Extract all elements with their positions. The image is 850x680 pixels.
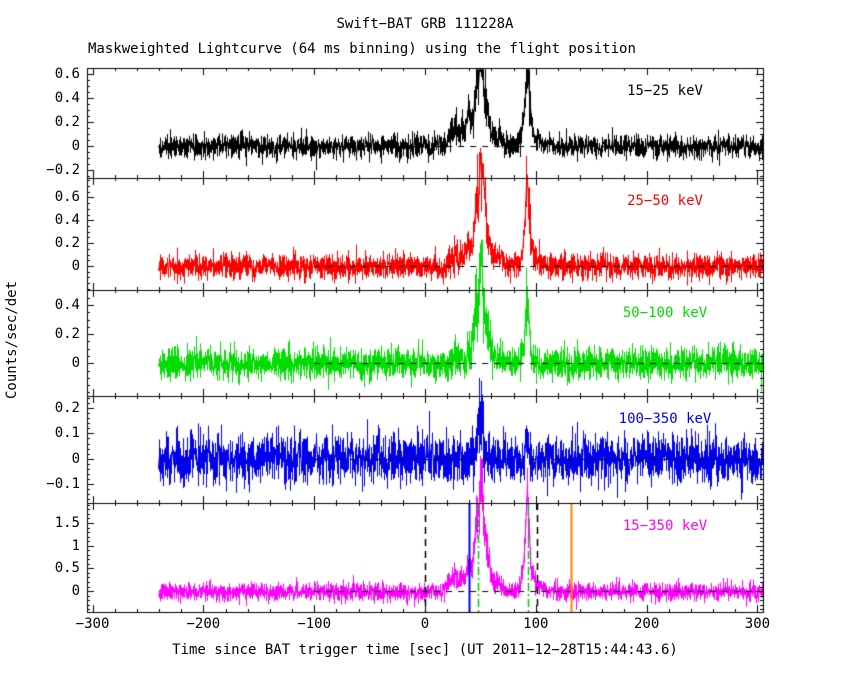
y-tick-label: 0.2 bbox=[54, 400, 80, 417]
y-tick-label: 0.6 bbox=[54, 65, 80, 82]
x-axis-title: Time since BAT trigger time [sec] (UT 20… bbox=[172, 642, 678, 658]
x-tick-label: 200 bbox=[633, 616, 660, 632]
y-tick-label: 0.4 bbox=[54, 296, 80, 313]
panel-label: 25−50 keV bbox=[627, 193, 703, 209]
y-tick-label: 0.4 bbox=[54, 89, 80, 106]
y-tick-label: 0 bbox=[71, 258, 80, 274]
x-tick-label: 300 bbox=[744, 616, 771, 632]
y-tick-label: −0.1 bbox=[46, 476, 80, 493]
x-tick-label: −300 bbox=[75, 616, 110, 632]
y-tick-label: 0.1 bbox=[54, 425, 80, 442]
panel-label: 15−25 keV bbox=[627, 83, 703, 99]
y-tick-label: 0.2 bbox=[54, 113, 80, 130]
y-tick-label: 1 bbox=[71, 537, 80, 554]
y-tick-label: 0 bbox=[71, 355, 80, 372]
chart-title: Swift−BAT GRB 111228A bbox=[336, 16, 514, 32]
y-tick-label: 0.6 bbox=[54, 189, 80, 206]
y-tick-label: −0.2 bbox=[46, 161, 80, 178]
y-tick-label: 0 bbox=[71, 450, 80, 467]
x-tick-label: −100 bbox=[297, 616, 332, 632]
y-tick-label: 0.2 bbox=[54, 235, 80, 252]
panel-label: 15−350 keV bbox=[622, 518, 708, 534]
y-tick-label: 1.5 bbox=[54, 514, 80, 531]
y-tick-label: 0 bbox=[71, 137, 80, 154]
x-tick-label: 100 bbox=[523, 616, 549, 632]
x-tick-label: −200 bbox=[186, 616, 221, 632]
y-axis-title: Counts/sec/det bbox=[4, 280, 20, 400]
y-tick-label: 0 bbox=[71, 583, 80, 600]
panel-label: 50−100 keV bbox=[622, 305, 708, 321]
x-tick-label: 0 bbox=[420, 616, 430, 632]
y-tick-label: 0.4 bbox=[54, 212, 80, 229]
chart-subtitle: Maskweighted Lightcurve (64 ms binning) … bbox=[88, 41, 636, 57]
y-tick-label: 0.5 bbox=[54, 560, 80, 577]
panel-label: 100−350 keV bbox=[618, 411, 712, 427]
y-tick-label: 0.2 bbox=[54, 326, 80, 343]
